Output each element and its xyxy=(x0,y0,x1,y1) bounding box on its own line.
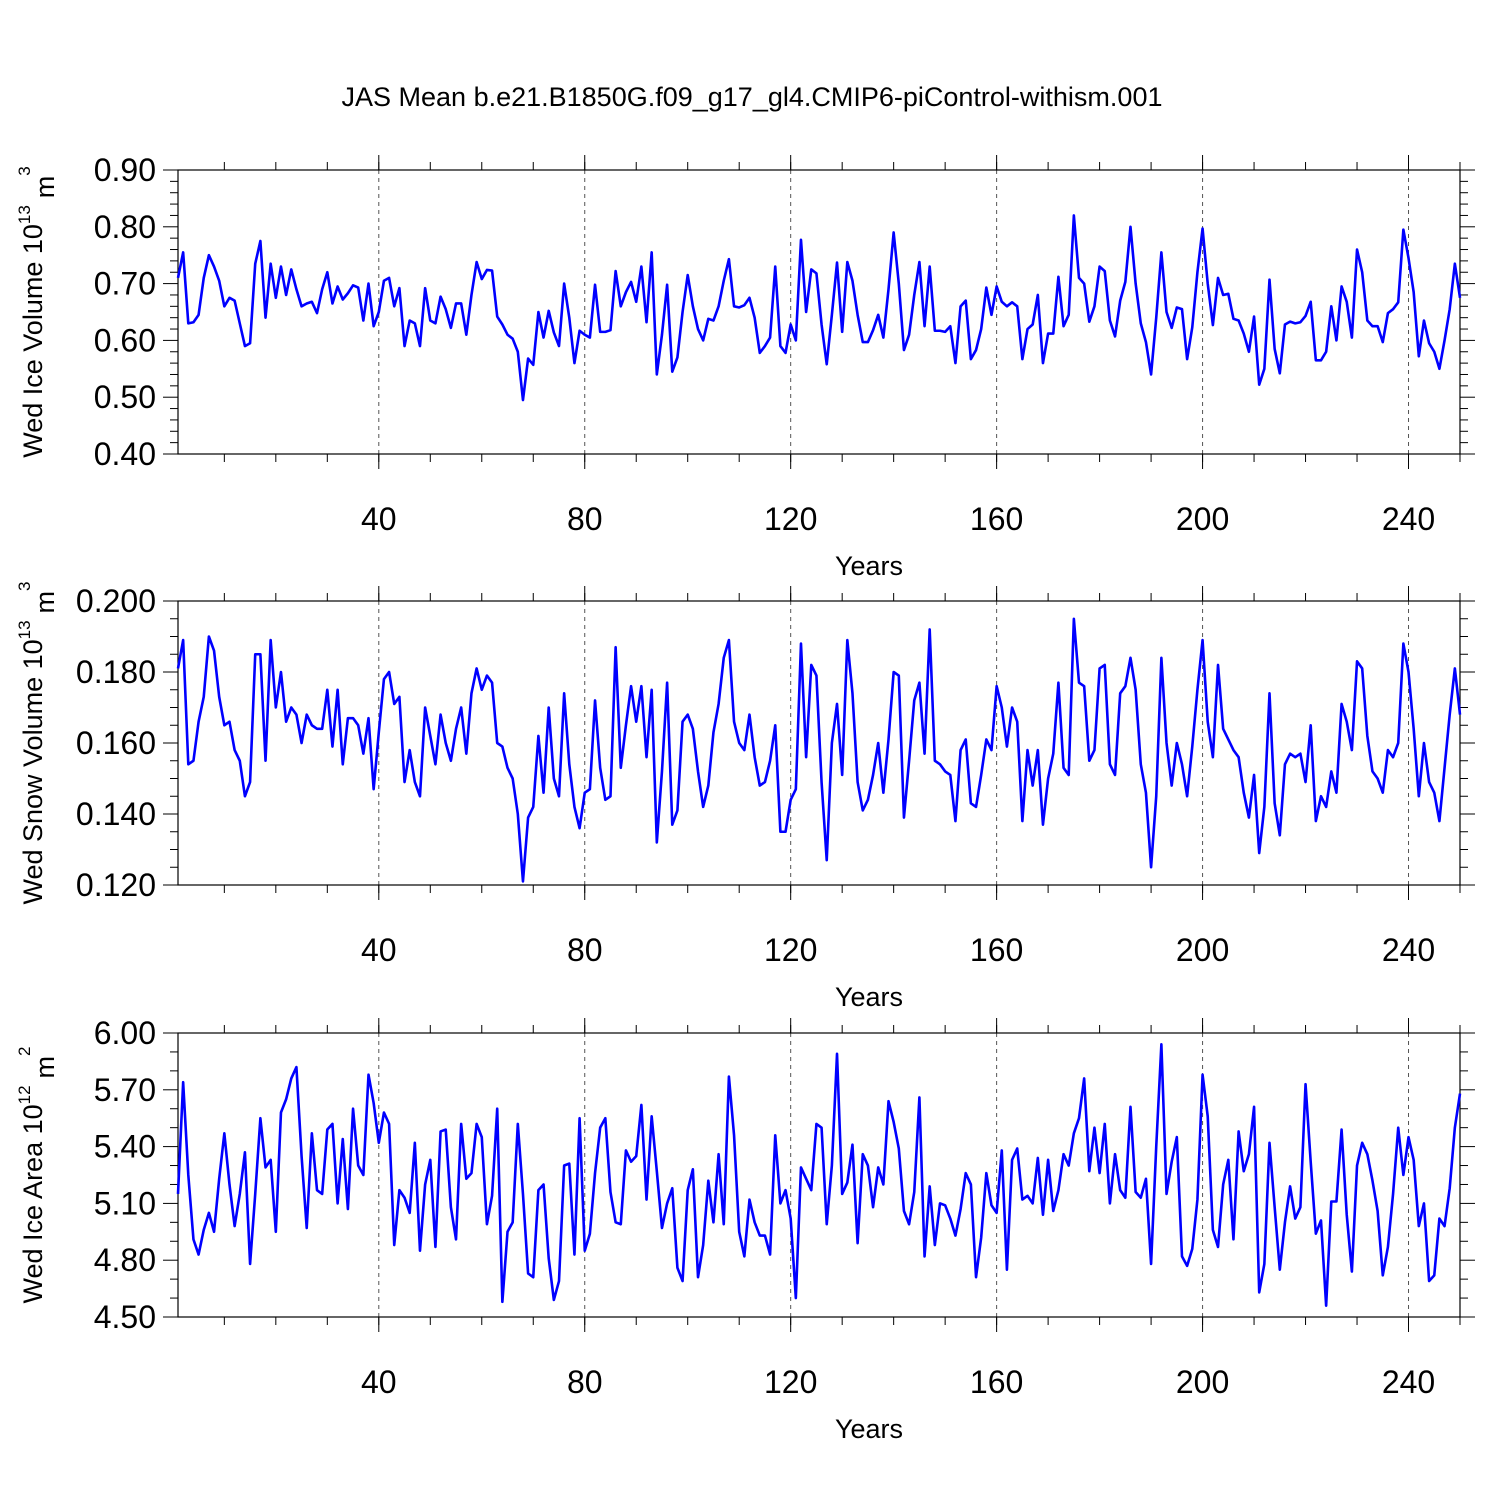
y-axis-label-part: 13 xyxy=(15,620,34,639)
y-tick-label: 0.200 xyxy=(76,583,156,619)
y-axis-label-part: Wed Ice Area 10 xyxy=(18,1104,48,1303)
y-tick-label: 5.10 xyxy=(94,1185,156,1221)
y-tick-label: 0.70 xyxy=(94,266,156,302)
y-tick-label: 4.80 xyxy=(94,1242,156,1278)
data-line xyxy=(176,214,1462,402)
x-tick-label: 200 xyxy=(1176,932,1229,968)
plot-frame xyxy=(177,169,1461,455)
x-tick-label: 160 xyxy=(970,932,1023,968)
y-tick-label: 0.180 xyxy=(76,654,156,690)
x-tick-label: 80 xyxy=(567,501,603,537)
x-tick-label: 160 xyxy=(970,1364,1023,1400)
x-axis-label: Years xyxy=(835,982,903,1012)
y-tick-label: 5.70 xyxy=(94,1072,156,1108)
y-axis-label-part: 3 xyxy=(15,166,34,175)
x-tick-label: 240 xyxy=(1382,932,1435,968)
x-tick-label: 240 xyxy=(1382,501,1435,537)
x-tick-label: 120 xyxy=(764,501,817,537)
y-axis-label: Wed Ice Volume 1013 m3 xyxy=(15,166,60,458)
y-axis-label-part: 3 xyxy=(15,581,34,590)
x-tick-label: 120 xyxy=(764,932,817,968)
y-axis-label-part: 2 xyxy=(15,1046,34,1055)
data-line xyxy=(176,617,1462,883)
x-tick-label: 240 xyxy=(1382,1364,1435,1400)
y-tick-label: 4.50 xyxy=(94,1299,156,1335)
y-axis-label-part: m xyxy=(30,591,60,614)
y-axis-label: Wed Snow Volume 1013 m3 xyxy=(15,581,60,904)
y-tick-label: 6.00 xyxy=(94,1015,156,1051)
x-tick-label: 160 xyxy=(970,501,1023,537)
chart-title: JAS Mean b.e21.B1850G.f09_g17_gl4.CMIP6-… xyxy=(342,82,1163,112)
x-tick-label: 40 xyxy=(361,1364,397,1400)
x-tick-label: 40 xyxy=(361,501,397,537)
x-tick-label: 80 xyxy=(567,1364,603,1400)
y-axis-label-part: m xyxy=(30,1056,60,1079)
y-axis-label-part: Wed Ice Volume 10 xyxy=(18,224,48,458)
y-tick-label: 0.90 xyxy=(94,152,156,188)
panel: 40 80 120 160 200 240 0.120 0.140 0.160 0.180 0.20… xyxy=(15,581,1475,1012)
y-axis-label-part: 13 xyxy=(15,205,34,224)
x-tick-label: 200 xyxy=(1176,501,1229,537)
y-tick-label: 0.40 xyxy=(94,436,156,472)
x-tick-label: 120 xyxy=(764,1364,817,1400)
y-axis-label-part: Wed Snow Volume 10 xyxy=(18,639,48,904)
y-axis-label-part: 12 xyxy=(15,1085,34,1104)
x-tick-label: 40 xyxy=(361,932,397,968)
y-axis-label: Wed Ice Area 1012 m2 xyxy=(15,1046,60,1303)
data-line xyxy=(176,1043,1462,1307)
x-axis-label: Years xyxy=(835,1414,903,1444)
panel: 40 80 120 160 200 240 0.40 0.50 0.60 0.70 0.80 0.90… xyxy=(15,152,1475,581)
y-tick-label: 5.40 xyxy=(94,1129,156,1165)
y-tick-label: 0.60 xyxy=(94,322,156,358)
y-tick-label: 0.120 xyxy=(76,867,156,903)
y-tick-label: 0.80 xyxy=(94,209,156,245)
y-tick-label: 0.160 xyxy=(76,725,156,761)
x-axis-label: Years xyxy=(835,551,903,581)
panel: 40 80 120 160 200 240 4.50 4.80 5.10 5.40 5.70 6.00… xyxy=(15,1015,1475,1444)
x-tick-label: 200 xyxy=(1176,1364,1229,1400)
y-tick-label: 0.50 xyxy=(94,379,156,415)
plot-frame xyxy=(177,600,1461,886)
x-tick-label: 80 xyxy=(567,932,603,968)
y-axis-label-part: m xyxy=(30,176,60,199)
y-tick-label: 0.140 xyxy=(76,796,156,832)
